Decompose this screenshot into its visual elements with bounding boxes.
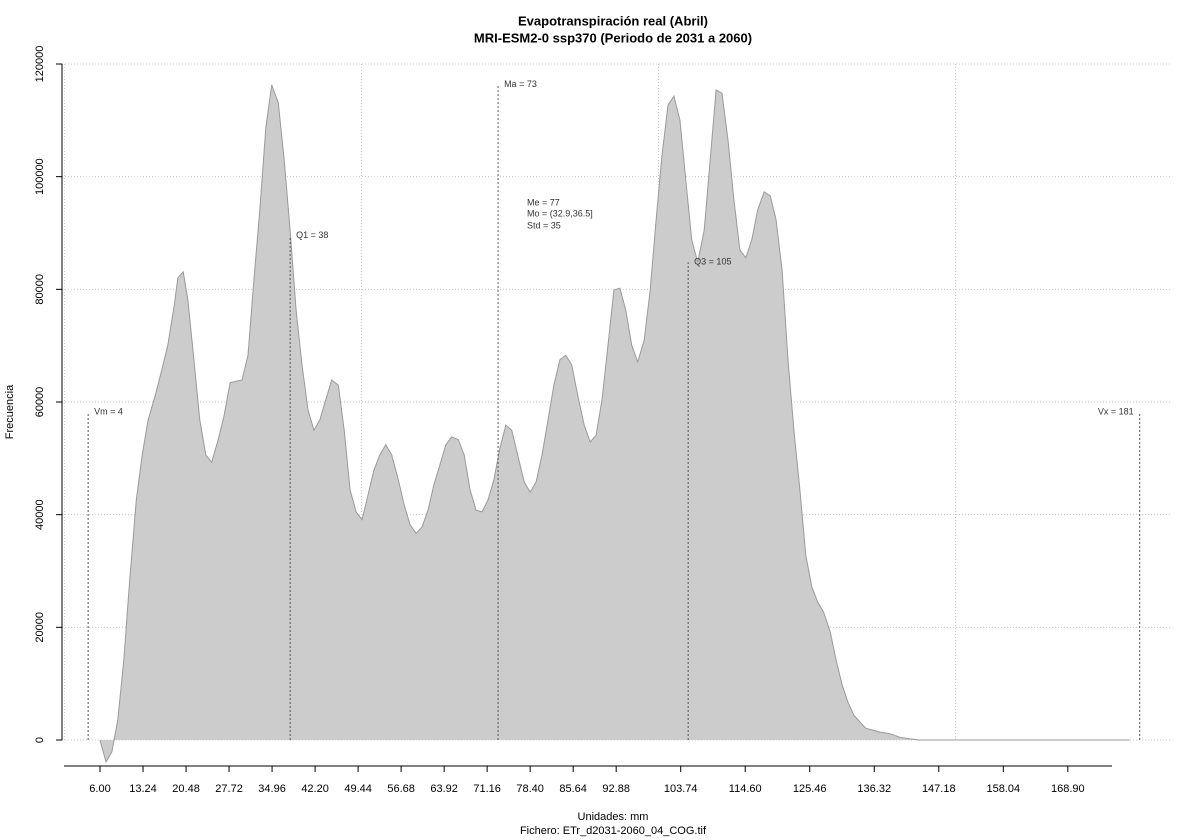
x-tick-label: 42.20: [301, 783, 329, 795]
y-tick-label: 60000: [34, 387, 46, 418]
x-tick-label: 34.96: [258, 783, 286, 795]
stat-text: Std = 35: [527, 220, 561, 230]
x-tick-label: 85.64: [559, 783, 587, 795]
x-tick-label: 13.24: [129, 783, 157, 795]
x-tick-label: 27.72: [215, 783, 243, 795]
chart-title: Evapotranspiración real (Abril): [518, 13, 708, 28]
x-tick-label: 71.16: [473, 783, 501, 795]
y-tick-label: 120000: [34, 46, 46, 83]
x-tick-label: 158.04: [986, 783, 1020, 795]
x-tick-label: 20.48: [172, 783, 200, 795]
y-tick-label: 0: [34, 737, 46, 743]
density-area: [99, 84, 1130, 764]
annotation-label: Q3 = 105: [694, 257, 731, 267]
x-tick-label: 147.18: [922, 783, 956, 795]
x-tick-label: 6.00: [89, 783, 110, 795]
x-tick-label: 78.40: [516, 783, 544, 795]
x-tick-label: 49.44: [344, 783, 372, 795]
x-tick-label: 114.60: [729, 783, 762, 795]
annotation-label: Vx = 181: [1098, 407, 1134, 417]
y-tick-label: 100000: [34, 158, 46, 195]
x-tick-label: 125.46: [793, 783, 827, 795]
caption: Fichero: ETr_d2031-2060_04_COG.tif: [520, 825, 707, 837]
stat-text: Mo = (32.9,36.5]: [527, 208, 593, 218]
annotation-label: Q1 = 38: [296, 230, 328, 240]
y-tick-label: 40000: [34, 499, 46, 530]
x-tick-label: 168.90: [1051, 783, 1085, 795]
stat-text: Me = 77: [527, 197, 560, 207]
annotation-label: Vm = 4: [94, 407, 123, 417]
y-tick-label: 20000: [34, 612, 46, 643]
x-tick-label: 56.68: [387, 783, 415, 795]
y-axis-label: Frecuencia: [4, 384, 16, 439]
y-tick-label: 80000: [34, 274, 46, 305]
x-tick-label: 136.32: [857, 783, 891, 795]
x-tick-label: 63.92: [430, 783, 458, 795]
annotation-label: Ma = 73: [504, 79, 537, 89]
x-tick-label: 103.74: [664, 783, 698, 795]
chart-subtitle: MRI-ESM2-0 ssp370 (Periodo de 2031 a 206…: [474, 30, 752, 45]
x-tick-label: 92.88: [602, 783, 630, 795]
x-axis-label: Unidades: mm: [578, 811, 649, 823]
